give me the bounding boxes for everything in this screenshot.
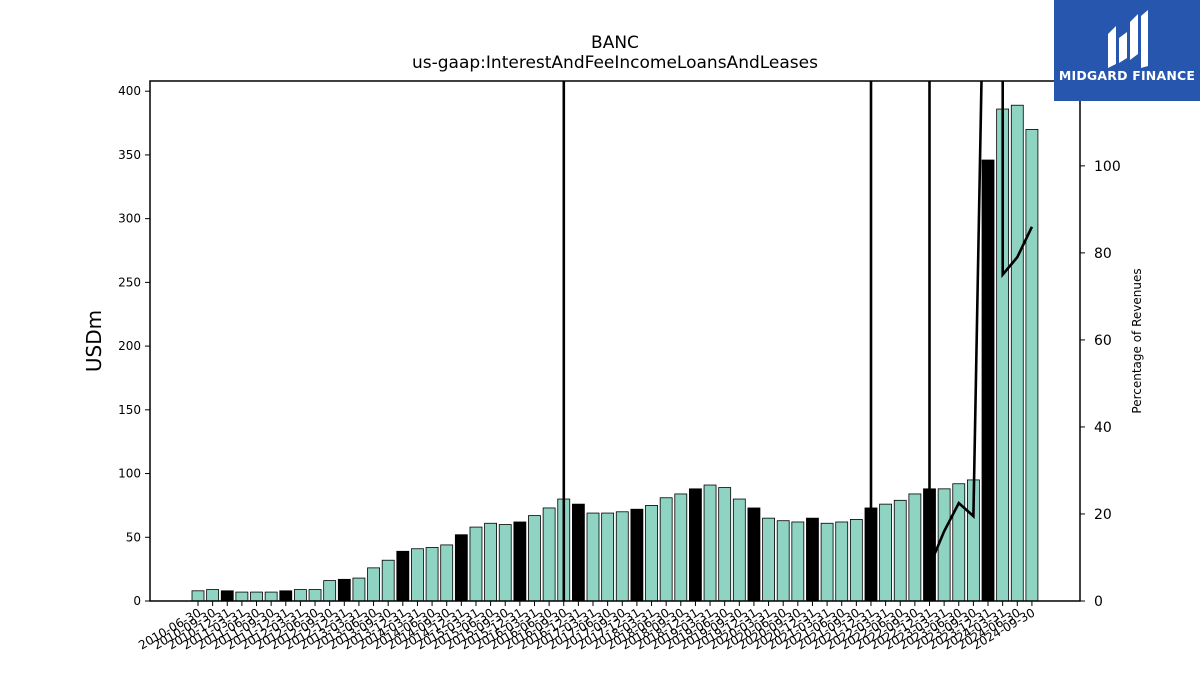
bar-2010-09-30 xyxy=(206,589,220,602)
y2-tick-label: 40 xyxy=(1094,420,1112,436)
bar-2013-03-31 xyxy=(352,577,366,602)
y-tick-label: 200 xyxy=(118,339,141,353)
bar-2012-12-31 xyxy=(337,578,351,602)
y2-tick-label: 20 xyxy=(1094,507,1112,523)
y-tick-label: 400 xyxy=(118,84,141,98)
bar-2014-03-31 xyxy=(411,548,424,602)
bar-2011-12-31 xyxy=(279,590,293,602)
y2-axis-label: Percentage of Revenues xyxy=(1130,268,1144,413)
y2-tick-label: 60 xyxy=(1094,333,1112,349)
bar-2015-09-30 xyxy=(498,524,512,602)
y2-tick-label: 80 xyxy=(1094,246,1112,262)
bar-2021-06-30 xyxy=(835,521,849,602)
midgard-logo: MIDGARD FINANCE xyxy=(1054,0,1200,101)
bar-2020-03-31 xyxy=(762,517,775,602)
bar-2019-06-30 xyxy=(718,487,732,602)
bar-2016-03-31 xyxy=(528,515,541,602)
bar-2017-03-31 xyxy=(586,512,600,602)
bar-2012-06-30 xyxy=(308,589,322,602)
bar-2012-03-31 xyxy=(294,589,307,602)
bar-2015-12-31 xyxy=(513,521,527,602)
bar-2018-12-31 xyxy=(689,488,702,602)
y-tick-label: 0 xyxy=(133,594,141,608)
bar-2019-09-30 xyxy=(732,498,746,602)
bar-2020-09-30 xyxy=(791,521,805,602)
bar-2011-09-30 xyxy=(264,591,278,602)
y-tick-label: 100 xyxy=(118,467,141,481)
bar-2012-09-30 xyxy=(323,580,337,602)
plot-frame xyxy=(149,80,1081,602)
bar-2022-03-31 xyxy=(879,503,893,602)
bar-2020-12-31 xyxy=(806,517,819,602)
bar-2017-12-31 xyxy=(630,508,644,602)
y2-tick-label: 0 xyxy=(1094,594,1103,610)
y2-tick-label: 100 xyxy=(1094,159,1121,175)
y2-axis: 0 20 40 60 80 100 xyxy=(1080,159,1121,610)
bar-2013-06-30 xyxy=(367,567,380,602)
bar-2018-09-30 xyxy=(674,493,688,602)
x-axis: 2010-06-302010-09-302010-12-312011-03-31… xyxy=(136,601,1037,652)
y-tick-label: 250 xyxy=(118,275,141,289)
bar-2019-12-31 xyxy=(747,507,761,602)
bar-2015-03-31 xyxy=(469,526,483,602)
midgard-logo-icon xyxy=(1108,10,1148,68)
bar-2023-03-31 xyxy=(937,488,951,602)
bar-2018-03-31 xyxy=(645,505,658,602)
bar-2013-09-30 xyxy=(381,559,395,602)
bar-2017-06-30 xyxy=(601,512,615,602)
bar-2017-09-30 xyxy=(615,511,629,602)
bar-2021-09-30 xyxy=(849,519,863,602)
bar-2024-06-30 xyxy=(1010,104,1024,602)
bar-2013-12-31 xyxy=(396,550,410,602)
bar-2010-06-30 xyxy=(191,590,205,602)
bar-2021-03-31 xyxy=(820,522,834,602)
bar-2014-06-30 xyxy=(425,547,439,602)
bar-2024-09-30 xyxy=(1025,129,1039,602)
bar-2023-12-31 xyxy=(981,159,995,602)
bar-2020-06-30 xyxy=(776,520,790,602)
y-axis-label: USDm xyxy=(82,310,106,372)
bar-2022-09-30 xyxy=(908,493,922,602)
bar-2016-12-31 xyxy=(571,503,585,602)
y-tick-label: 50 xyxy=(126,530,141,544)
y-tick-label: 300 xyxy=(118,212,141,226)
chart-title: BANC xyxy=(591,33,639,53)
logo-text: MIDGARD FINANCE xyxy=(1058,68,1196,83)
bar-2018-06-30 xyxy=(659,497,673,602)
y-tick-label: 350 xyxy=(118,148,141,162)
percentage-line-segment xyxy=(928,81,1034,567)
bar-2022-06-30 xyxy=(893,499,907,602)
bar-2015-06-30 xyxy=(484,522,497,602)
y-tick-label: 150 xyxy=(118,403,141,417)
bars-group xyxy=(191,104,1039,602)
chart-subtitle: us-gaap:InterestAndFeeIncomeLoansAndLeas… xyxy=(412,53,818,73)
bar-2014-12-31 xyxy=(454,534,468,602)
line-group xyxy=(562,81,1034,601)
bar-2014-09-30 xyxy=(440,544,454,602)
y-axis: 0 50 100 150 200 250 300 350 400 xyxy=(118,84,150,608)
bar-2011-03-31 xyxy=(235,591,249,602)
bar-2016-06-30 xyxy=(542,507,556,602)
bar-2011-06-30 xyxy=(250,591,263,602)
bar-2010-12-31 xyxy=(220,590,234,602)
bar-2019-03-31 xyxy=(703,484,717,602)
